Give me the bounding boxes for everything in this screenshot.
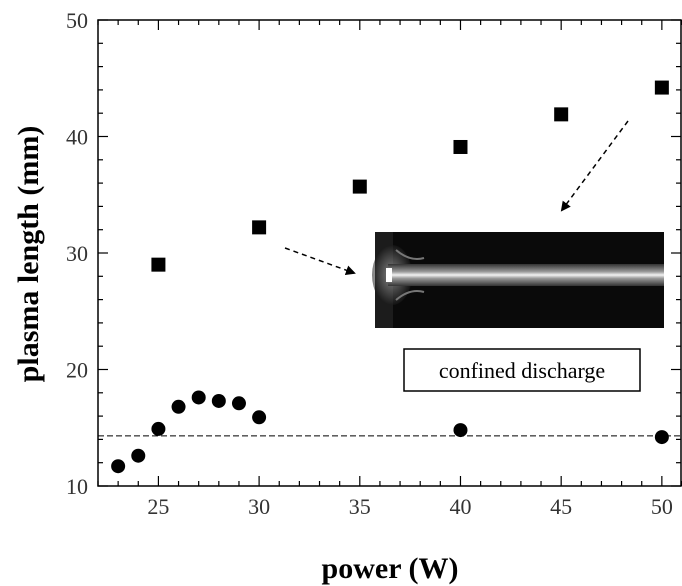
circle-data-point (211, 393, 226, 408)
circle-data-point (252, 410, 267, 425)
square-data-point (151, 257, 166, 272)
circle-data-point (191, 390, 206, 405)
x-tick-label: 35 (349, 494, 371, 519)
circle-data-point (453, 423, 468, 438)
square-data-point (352, 179, 367, 194)
circle-data-point (151, 421, 166, 436)
x-axis-title: power (W) (322, 552, 459, 585)
square-data-point (554, 107, 569, 122)
plot-layer: 25 30 35 40 45 50 10 20 30 40 50 (66, 8, 682, 519)
annotation-box: confined discharge (403, 348, 641, 392)
x-tick-label: 50 (651, 494, 673, 519)
circle-data-point (111, 459, 126, 474)
arrow-to-inset (284, 247, 356, 275)
x-tick-label: 40 (449, 494, 471, 519)
y-tick-label: 10 (66, 474, 88, 499)
arrow-to-top-series (560, 120, 629, 212)
y-tick-label: 40 (66, 125, 88, 150)
circle-data-point (654, 430, 669, 445)
y-tick-label: 30 (66, 241, 88, 266)
plasma-discharge-photo (372, 232, 664, 328)
circle-data-point (231, 396, 246, 411)
y-tick-label: 20 (66, 358, 88, 383)
square-data-point (453, 139, 468, 154)
x-tick-label: 45 (550, 494, 572, 519)
circle-data-point (171, 399, 186, 414)
square-data-point (654, 80, 669, 95)
x-tick-label: 25 (147, 494, 169, 519)
square-data-point (252, 220, 267, 235)
annotation-label: confined discharge (439, 358, 605, 383)
y-axis-title: plasma length (mm) (12, 126, 45, 383)
circle-data-point (131, 448, 146, 463)
y-tick-label: 50 (66, 8, 88, 33)
x-tick-label: 30 (248, 494, 270, 519)
